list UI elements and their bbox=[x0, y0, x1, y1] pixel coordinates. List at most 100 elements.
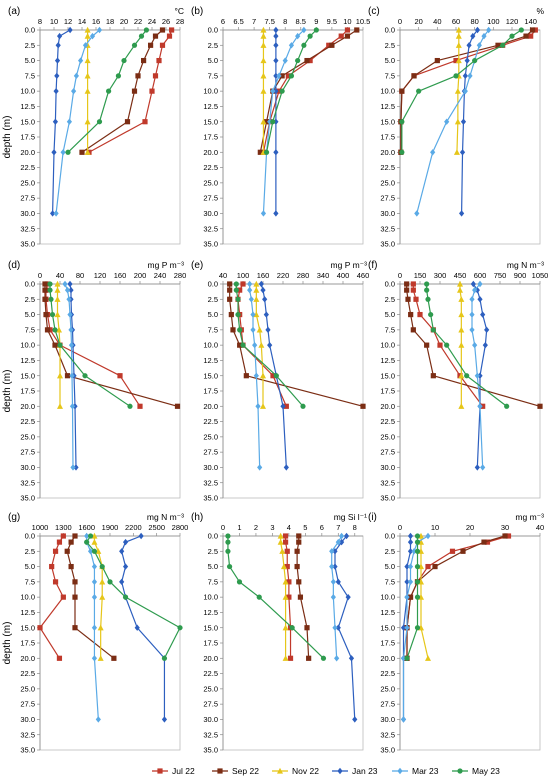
series-nov-22 bbox=[453, 26, 462, 155]
data-point bbox=[404, 624, 410, 631]
data-point bbox=[410, 287, 416, 293]
data-point bbox=[454, 118, 461, 125]
x-tick-label: 40 bbox=[56, 271, 64, 280]
panel-label: (a) bbox=[8, 6, 20, 17]
x-tick-label: 7.5 bbox=[264, 17, 274, 26]
y-axis-title: depth (m) bbox=[2, 116, 13, 159]
data-point bbox=[235, 311, 241, 318]
data-point bbox=[404, 287, 410, 293]
legend-item: May 23 bbox=[452, 766, 500, 776]
data-point bbox=[404, 563, 410, 570]
data-point bbox=[474, 286, 480, 294]
y-tick-label: 7.5 bbox=[25, 71, 35, 80]
x-tick-label: 10 bbox=[431, 523, 439, 532]
data-point bbox=[295, 32, 301, 40]
data-point bbox=[233, 281, 239, 287]
y-tick-label: 0.0 bbox=[25, 532, 35, 541]
data-point bbox=[306, 655, 312, 661]
y-tick-label: 15.0 bbox=[20, 117, 35, 126]
x-tick-label: 2500 bbox=[148, 523, 165, 532]
y-tick-label: 30.0 bbox=[203, 209, 218, 218]
y-tick-label: 20.0 bbox=[20, 148, 35, 157]
data-point bbox=[495, 42, 501, 48]
data-point bbox=[250, 311, 256, 318]
data-point bbox=[460, 118, 467, 125]
y-tick-label: 32.5 bbox=[380, 730, 395, 739]
series-jul-22 bbox=[86, 27, 175, 155]
series-mar-23 bbox=[84, 532, 101, 723]
data-point bbox=[226, 563, 233, 570]
y-tick-label: 35.0 bbox=[380, 494, 395, 503]
data-point bbox=[277, 532, 284, 539]
data-point bbox=[250, 326, 256, 334]
data-point bbox=[71, 87, 77, 95]
data-point bbox=[400, 716, 407, 723]
series-line bbox=[400, 29, 533, 153]
y-tick-label: 35.0 bbox=[20, 746, 35, 755]
data-point bbox=[87, 548, 94, 555]
x-tick-label: 100 bbox=[237, 271, 250, 280]
data-point bbox=[286, 579, 292, 585]
x-tick-label: 100 bbox=[487, 17, 500, 26]
data-point bbox=[67, 280, 73, 288]
data-point bbox=[52, 327, 58, 333]
y-tick-label: 0.0 bbox=[385, 280, 395, 289]
y-tick-label: 15.0 bbox=[203, 371, 218, 380]
data-point bbox=[464, 57, 470, 64]
data-point bbox=[49, 311, 56, 318]
data-point bbox=[37, 625, 43, 631]
y-tick-label: 22.5 bbox=[20, 417, 35, 426]
data-point bbox=[343, 532, 350, 540]
legend-item: Nov 22 bbox=[272, 766, 319, 776]
series-line bbox=[44, 284, 178, 407]
data-point bbox=[68, 563, 74, 570]
x-tick-label: 300 bbox=[434, 271, 447, 280]
data-point bbox=[282, 57, 288, 64]
data-point bbox=[408, 311, 414, 318]
y-tick-label: 0.0 bbox=[25, 280, 35, 289]
data-point bbox=[414, 594, 421, 600]
data-point bbox=[529, 27, 536, 33]
data-point bbox=[138, 532, 144, 540]
data-point bbox=[288, 73, 295, 79]
series-may-23 bbox=[225, 533, 327, 661]
data-point bbox=[99, 578, 106, 585]
data-point bbox=[73, 72, 79, 80]
y-tick-label: 7.5 bbox=[385, 577, 395, 586]
y-tick-label: 2.5 bbox=[25, 295, 35, 304]
y-tick-label: 10.0 bbox=[203, 341, 218, 350]
y-tick-label: 25.0 bbox=[20, 684, 35, 693]
x-tick-label: 400 bbox=[337, 271, 350, 280]
data-point bbox=[99, 563, 105, 570]
data-point bbox=[253, 372, 259, 379]
data-point bbox=[338, 532, 345, 540]
series-jan-23 bbox=[332, 532, 358, 723]
data-point bbox=[260, 286, 266, 294]
y-tick-label: 30.0 bbox=[20, 715, 35, 724]
data-point bbox=[464, 373, 470, 379]
data-point bbox=[253, 280, 260, 287]
legend-item: Jul 22 bbox=[152, 766, 195, 776]
data-point bbox=[99, 593, 106, 600]
data-point bbox=[42, 296, 48, 302]
legend-item: Mar 23 bbox=[392, 766, 439, 776]
y-tick-label: 12.5 bbox=[203, 102, 218, 111]
series-mar-23 bbox=[469, 280, 486, 471]
data-point bbox=[95, 548, 102, 554]
data-point bbox=[237, 287, 243, 293]
data-point bbox=[240, 342, 246, 348]
data-point bbox=[161, 655, 168, 661]
data-point bbox=[414, 548, 421, 554]
data-point bbox=[247, 280, 253, 288]
data-point bbox=[111, 655, 117, 661]
data-point bbox=[225, 548, 231, 554]
y-tick-label: 5.0 bbox=[208, 562, 218, 571]
data-point bbox=[159, 27, 166, 33]
data-point bbox=[174, 403, 181, 409]
data-point bbox=[54, 72, 60, 80]
x-tick-label: 2800 bbox=[172, 523, 189, 532]
data-point bbox=[414, 579, 421, 585]
data-point bbox=[273, 210, 279, 217]
x-tick-label: 4 bbox=[287, 523, 291, 532]
data-point bbox=[143, 27, 149, 33]
